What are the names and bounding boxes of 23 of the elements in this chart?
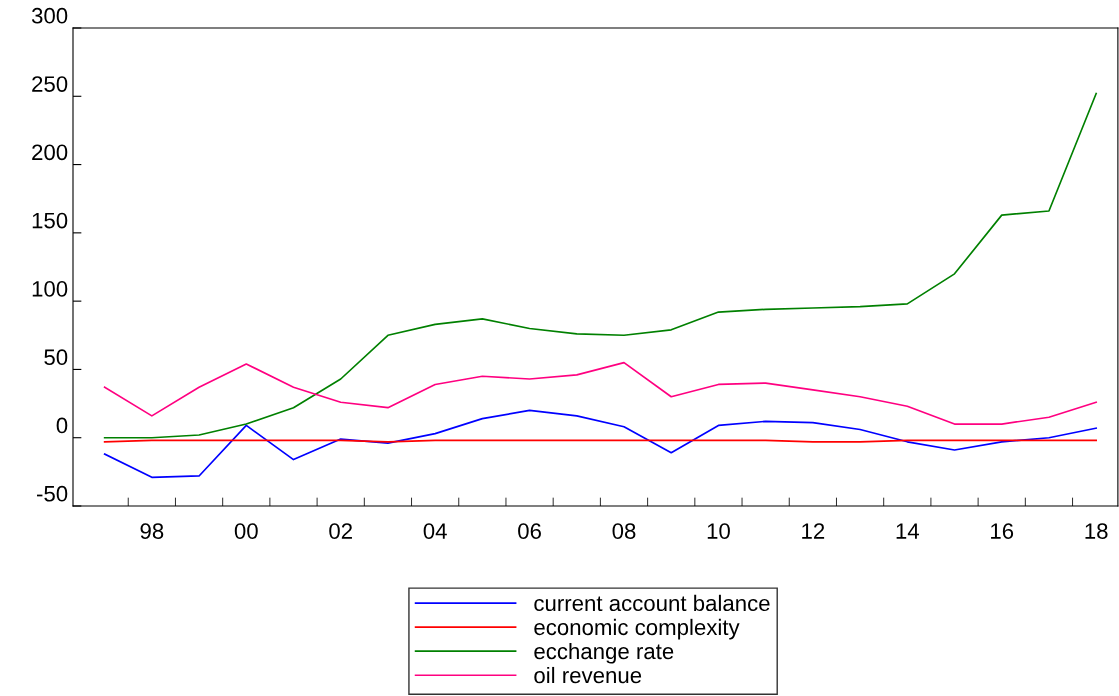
x-tick-label: 06 [518,523,541,539]
legend-label: oil revenue [534,666,642,684]
x-tick-label: 18 [1085,523,1108,539]
y-tick-label: 100 [32,281,68,297]
y-tick-label: 0 [56,417,68,434]
legend-label: economic complexity [534,618,740,640]
x-tick-label: 00 [234,523,258,539]
y-tick-label: 200 [32,144,68,161]
x-tick-label: 02 [329,523,352,539]
x-tick-label: 16 [991,523,1014,539]
y-tick-label: 50 [44,349,68,366]
x-tick-label: 04 [423,523,447,539]
legend-label: current account balance [534,594,770,612]
legend-label: ecchange rate [534,642,674,664]
y-tick-label: 300 [31,7,68,24]
y-tick-label: 250 [32,76,68,92]
x-tick-label: 12 [802,523,825,539]
y-tick-label: 150 [32,212,68,229]
y-tick-label: -50 [37,485,68,502]
x-tick-label: 98 [140,523,164,539]
x-tick-label: 10 [707,523,730,539]
x-tick-label: 14 [896,523,920,539]
x-tick-label: 08 [612,523,636,539]
